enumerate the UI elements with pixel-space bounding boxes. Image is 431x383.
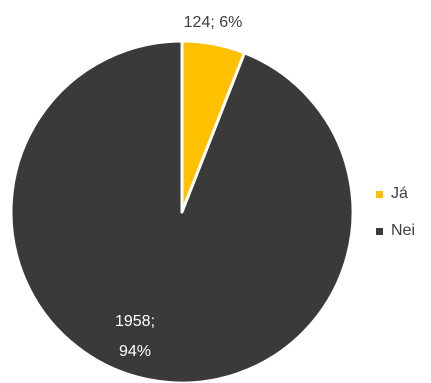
- pie-slice-nei: [9, 39, 355, 383]
- slice-label-nei-line2: 94%: [119, 343, 151, 360]
- legend-item-ja: Já: [376, 183, 415, 205]
- slice-label-ja: 124; 6%: [184, 14, 243, 31]
- legend-item-nei: Nei: [376, 220, 415, 242]
- legend: Já Nei: [376, 183, 415, 257]
- slice-label-nei-line1: 1958;: [115, 313, 155, 330]
- pie-slices: [9, 39, 355, 383]
- legend-swatch-ja: [376, 190, 383, 198]
- legend-swatch-nei: [376, 227, 383, 235]
- legend-label-ja: Já: [391, 185, 408, 202]
- legend-label-nei: Nei: [391, 222, 416, 239]
